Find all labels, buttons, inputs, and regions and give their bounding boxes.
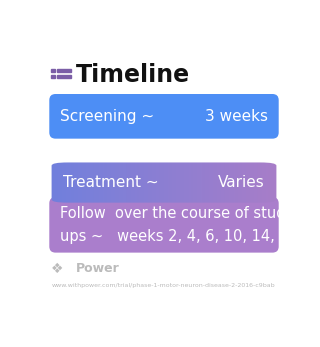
Text: Screening ~: Screening ~	[60, 109, 154, 124]
Bar	[51, 75, 55, 78]
FancyBboxPatch shape	[49, 197, 279, 253]
Text: ❖: ❖	[51, 262, 63, 276]
Text: Timeline: Timeline	[76, 63, 190, 87]
FancyBboxPatch shape	[49, 94, 279, 139]
Text: www.withpower.com/trial/phase-1-motor-neuron-disease-2-2016-c9bab: www.withpower.com/trial/phase-1-motor-ne…	[52, 283, 276, 288]
Bar	[57, 69, 71, 73]
Bar	[51, 69, 55, 73]
Text: Power: Power	[76, 262, 119, 275]
Bar	[57, 75, 71, 78]
Text: Follow  over the course of study at
ups ~   weeks 2, 4, 6, 10, 14, 18: Follow over the course of study at ups ~…	[60, 206, 314, 244]
Text: 3 weeks: 3 weeks	[205, 109, 268, 124]
